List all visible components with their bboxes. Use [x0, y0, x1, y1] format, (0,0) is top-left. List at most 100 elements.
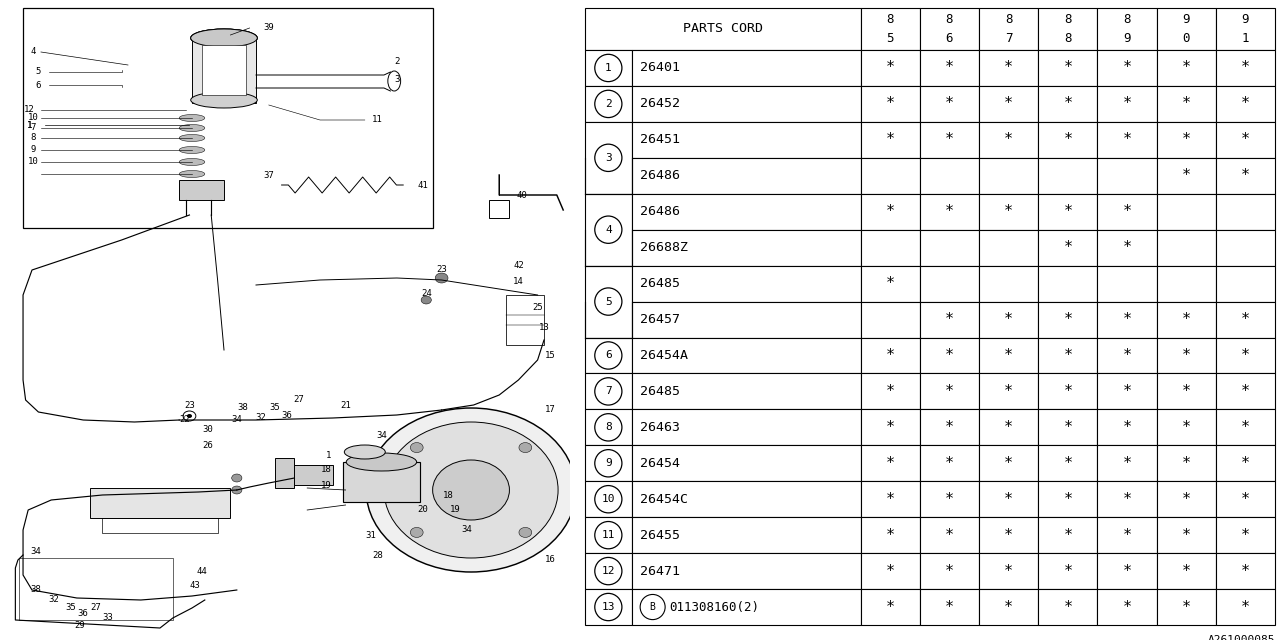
Text: 7: 7	[31, 124, 36, 132]
Bar	[1038, 373, 1097, 410]
Text: 42: 42	[513, 260, 524, 269]
Text: 26471: 26471	[640, 564, 680, 577]
Text: 34: 34	[462, 525, 472, 534]
Text: *: *	[1064, 564, 1073, 579]
Ellipse shape	[179, 159, 205, 166]
Bar	[920, 194, 979, 230]
Bar	[860, 373, 920, 410]
Bar	[294, 465, 333, 485]
Bar	[979, 481, 1038, 517]
Bar	[1097, 266, 1157, 301]
Text: 34: 34	[31, 547, 41, 557]
Bar	[979, 553, 1038, 589]
Text: 1: 1	[27, 120, 32, 129]
Bar	[920, 589, 979, 625]
Text: *: *	[1123, 60, 1132, 76]
Text: 26452: 26452	[640, 97, 680, 111]
Text: 36: 36	[78, 609, 88, 618]
Bar	[1157, 122, 1216, 158]
Text: *: *	[1181, 384, 1190, 399]
Bar	[1216, 230, 1275, 266]
Text: *: *	[945, 492, 954, 507]
Bar	[1038, 50, 1097, 86]
Bar	[1157, 158, 1216, 194]
Bar	[1038, 445, 1097, 481]
Text: 6: 6	[36, 81, 41, 90]
Text: *: *	[1240, 600, 1251, 614]
Text: *: *	[945, 420, 954, 435]
Text: *: *	[1004, 492, 1014, 507]
Bar	[1216, 481, 1275, 517]
Bar	[860, 122, 920, 158]
Text: 26463: 26463	[640, 421, 680, 434]
Ellipse shape	[179, 125, 205, 131]
Circle shape	[187, 414, 192, 418]
Text: 5: 5	[36, 67, 41, 77]
Bar	[506, 295, 544, 345]
Bar	[860, 301, 920, 337]
Bar	[979, 373, 1038, 410]
Text: *: *	[1181, 527, 1190, 543]
Text: 37: 37	[264, 170, 274, 179]
Bar	[489, 200, 509, 218]
Text: *: *	[1004, 456, 1014, 471]
Text: 13: 13	[602, 602, 616, 612]
Text: *: *	[886, 527, 895, 543]
Bar	[585, 445, 632, 481]
Ellipse shape	[344, 445, 385, 459]
Bar	[585, 410, 632, 445]
Text: *: *	[1240, 456, 1251, 471]
Bar	[19, 558, 173, 620]
Bar	[275, 458, 294, 488]
Bar	[1157, 194, 1216, 230]
Text: *: *	[1181, 600, 1190, 614]
Bar	[1097, 481, 1157, 517]
Bar	[979, 230, 1038, 266]
Text: *: *	[1123, 97, 1132, 111]
Bar	[585, 517, 632, 553]
Circle shape	[411, 527, 424, 538]
Bar	[1097, 373, 1157, 410]
Bar	[920, 301, 979, 337]
Text: 27: 27	[91, 604, 101, 612]
Text: 36: 36	[282, 412, 292, 420]
Text: *: *	[1064, 240, 1073, 255]
Text: 15: 15	[545, 351, 556, 360]
Bar	[860, 194, 920, 230]
Bar	[979, 589, 1038, 625]
Bar	[920, 50, 979, 86]
Text: *: *	[945, 600, 954, 614]
Text: 1: 1	[605, 63, 612, 73]
Bar	[860, 517, 920, 553]
Circle shape	[518, 443, 531, 452]
Text: *: *	[945, 204, 954, 220]
Text: *: *	[1181, 132, 1190, 147]
Text: 32: 32	[49, 595, 59, 605]
Bar	[1038, 553, 1097, 589]
Text: *: *	[1181, 97, 1190, 111]
Circle shape	[232, 474, 242, 482]
Bar	[1157, 481, 1216, 517]
Text: 30: 30	[202, 426, 212, 435]
Text: 34: 34	[232, 415, 242, 424]
Text: *: *	[1181, 456, 1190, 471]
Text: *: *	[886, 348, 895, 363]
Text: *: *	[945, 348, 954, 363]
Bar	[979, 337, 1038, 373]
Bar	[585, 337, 632, 373]
Text: *: *	[1004, 348, 1014, 363]
Text: *: *	[945, 97, 954, 111]
Circle shape	[232, 486, 242, 494]
Bar	[1038, 230, 1097, 266]
Bar	[1157, 230, 1216, 266]
Text: 7: 7	[1005, 32, 1012, 45]
Text: *: *	[1240, 420, 1251, 435]
Text: 17: 17	[545, 406, 556, 415]
Text: 25: 25	[532, 303, 543, 312]
Text: *: *	[886, 97, 895, 111]
Text: 26486: 26486	[640, 170, 680, 182]
Text: *: *	[1064, 600, 1073, 614]
Bar	[1038, 337, 1097, 373]
Bar	[860, 158, 920, 194]
Bar	[1157, 50, 1216, 86]
